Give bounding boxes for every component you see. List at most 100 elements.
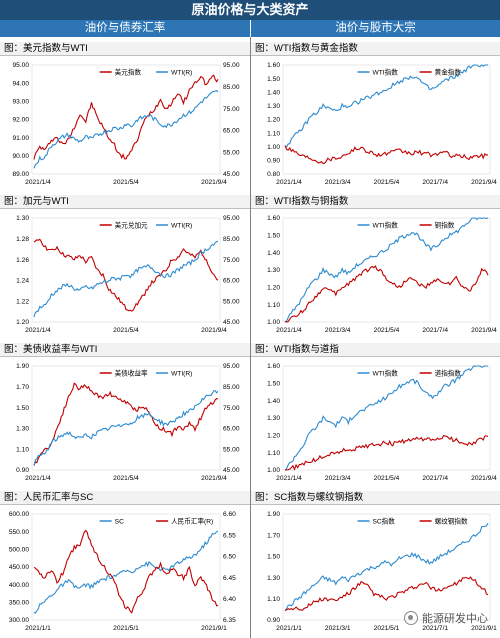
left-tick-label: 1.90 [267,511,280,518]
right-tick-label: 75.00 [223,257,240,264]
watermark-text: 能源研发中心 [422,613,488,625]
chart-svg-c3: 1.90 1.70 1.50 1.30 1.10 0.90 95.00 85.00 75.00 6… [16,363,240,482]
left-tick-label: 1.20 [267,117,280,124]
x-tick-label: 2021/9/1 [471,625,497,632]
x-tick-label: 2021/9/4 [471,327,497,334]
legend-label: 铜指数 [435,220,455,229]
right-tick-label: 85.00 [223,236,240,243]
left-tick-label: 1.40 [267,250,280,257]
plot-area [282,64,491,175]
x-tick-label: 2021/5/4 [374,475,400,482]
left-tick-label: 89.00 [12,171,29,178]
left-column-header: 油价与债券汇率 [0,20,250,37]
right-tick-label: 45.00 [223,467,240,474]
right-tick-label: 95.00 [223,62,240,69]
chart-panel-c1: 图：美元指数与WTI 95.00 94.00 93.00 92.00 91.00 90.0… [0,42,250,192]
chart-title: 图：人民币汇率与SC [0,491,250,505]
series-line-2 [284,145,489,165]
chart-panel-c3: 图：美债收益率与WTI 1.90 1.70 1.50 1.30 1.10 0.90 95.0… [0,343,250,488]
right-tick-label: 6.50 [223,554,236,561]
left-tick-label: 550.00 [9,529,30,536]
right-column-header: 油价与股市大宗 [251,20,500,37]
chart-title: 图：SC指数与螺纹钢指数 [251,491,500,505]
left-tick-label: 500.00 [9,547,30,554]
x-tick-label: 2021/3/4 [325,327,351,334]
left-tick-label: 1.10 [267,450,280,457]
legend-label: WTI(R) [171,69,192,76]
x-tick-label: 2021/5/4 [113,475,139,482]
legend-label: WTI(R) [171,370,192,377]
chart-title: 图：美元指数与WTI [0,42,250,56]
right-tick-label: 65.00 [223,278,240,285]
left-tick-label: 1.60 [267,215,280,222]
x-tick-label: 2021/9/1 [201,625,227,632]
legend-label: 美元指数 [115,67,142,76]
left-tick-label: 1.70 [267,532,280,539]
left-tick-label: 0.90 [16,467,29,474]
left-tick-label: 1.50 [267,554,280,561]
chart-panel-c8: 图：SC指数与螺纹钢指数 1.90 1.70 1.50 1.30 1.10 0.90 202… [251,491,500,638]
x-tick-label: 2021/5/1 [113,625,139,632]
x-tick-label: 2021/5/1 [374,625,400,632]
right-tick-label: 75.00 [223,405,240,412]
left-tick-label: 1.20 [267,433,280,440]
legend-label: 螺纹钢指数 [435,516,468,525]
chart-panel-c6: 图：WTI指数与铜指数 1.60 1.50 1.40 1.30 1.20 1.10 1.00… [251,195,500,340]
chart-panel-c5: 图：WTI指数与黄金指数 1.60 1.50 1.40 1.30 1.20 1.10 1.0… [251,42,500,192]
legend-label: SC指数 [373,516,396,525]
left-tick-label: 92.00 [12,117,29,124]
left-tick-label: 91.00 [12,135,29,142]
right-tick-label: 6.60 [223,511,236,518]
left-tick-label: 1.22 [16,298,29,305]
right-tick-label: 65.00 [223,426,240,433]
series-line-2 [284,434,489,471]
right-tick-label: 6.45 [223,575,236,582]
x-tick-label: 2021/5/4 [113,327,139,334]
left-tick-label: 1.00 [267,319,280,326]
left-tick-label: 1.20 [267,285,280,292]
right-tick-label: 55.00 [223,149,240,156]
plot-area [282,217,491,323]
left-tick-label: 1.28 [16,236,29,243]
right-tick-label: 6.40 [223,596,236,603]
chart-svg-c5: 1.601.501.401.301.201.101.000.900.802021… [267,62,497,186]
legend-label: SC [115,518,124,525]
column-divider [250,37,251,638]
left-tick-label: 1.10 [16,446,29,453]
x-tick-label: 2021/3/4 [325,179,351,186]
x-tick-label: 2021/5/4 [374,327,400,334]
left-tick-label: 1.50 [16,405,29,412]
left-tick-label: 1.20 [16,319,29,326]
left-tick-label: 1.50 [267,76,280,83]
left-tick-label: 1.60 [267,62,280,69]
legend-label: 黄金指数 [435,67,462,76]
chart-title: 图：WTI指数与黄金指数 [251,42,500,56]
left-tick-label: 93.00 [12,99,29,106]
left-tick-label: 1.26 [16,257,29,264]
legend-label: 人民币汇率(R) [171,516,213,525]
watermark: 能源研发中心 [404,610,488,626]
left-tick-label: 94.00 [12,80,29,87]
series-line-1 [284,365,488,471]
chart-panel-c4: 图：人民币汇率与SC 600.00 550.00 500.00 450.00 400.0… [0,491,250,638]
right-tick-label: 55.00 [223,298,240,305]
legend-label: 道指指数 [435,368,462,377]
page-title: 原油价格与大类资产 [0,0,500,20]
x-tick-label: 2021/3/4 [325,475,351,482]
legend-label: WTI指数 [373,67,399,76]
chart-title: 图：WTI指数与道指 [251,343,500,357]
left-tick-label: 1.10 [267,130,280,137]
left-tick-label: 0.90 [267,617,280,624]
chart-title: 图：WTI指数与铜指数 [251,195,500,209]
x-tick-label: 2021/7/1 [422,625,448,632]
left-tick-label: 1.40 [267,398,280,405]
wechat-icon [404,611,418,625]
x-tick-label: 2021/3/1 [325,625,351,632]
left-tick-label: 1.10 [267,302,280,309]
right-tick-label: 85.00 [223,84,240,91]
x-tick-label: 2021/5/4 [113,179,139,186]
plot-area [282,513,491,621]
plot-area [31,64,221,175]
